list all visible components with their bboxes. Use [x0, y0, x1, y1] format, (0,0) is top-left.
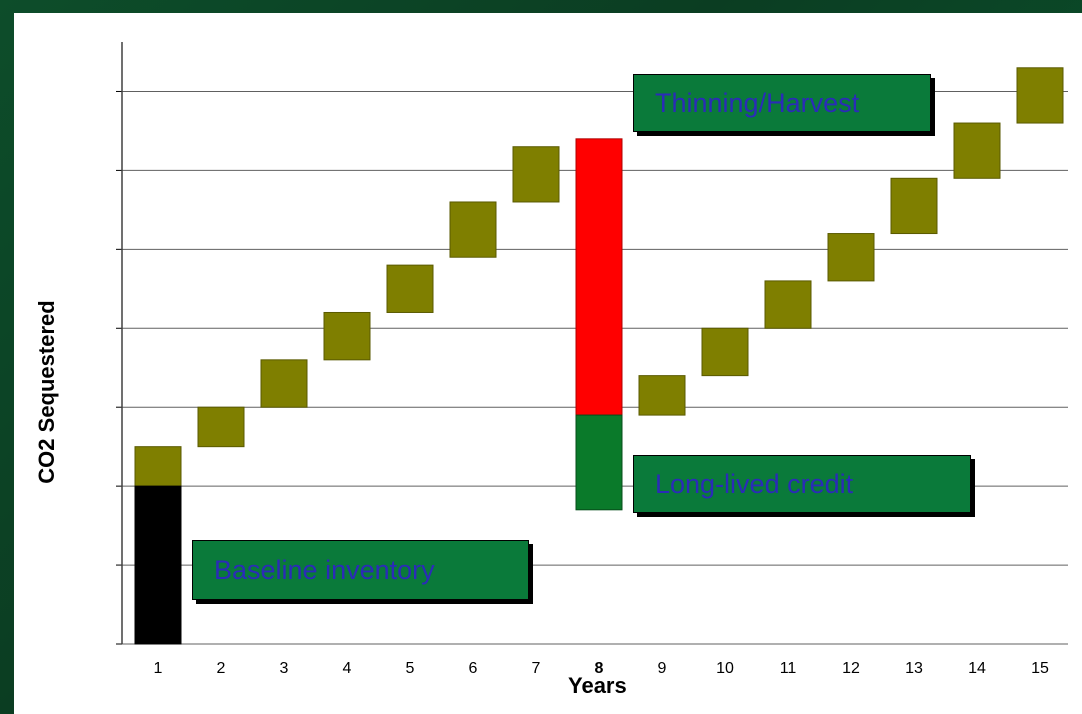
- bars: [134, 67, 1064, 645]
- annual-increment-bar-14: [953, 122, 1001, 179]
- thinning-harvest-bar: [575, 138, 623, 416]
- x-tick-label-12: 12: [842, 660, 860, 677]
- annual-increment-bar-7: [512, 146, 560, 203]
- annual-increment-bar-3: [260, 359, 308, 408]
- x-tick-label-2: 2: [217, 660, 226, 677]
- x-tick-label-7: 7: [532, 660, 541, 677]
- x-tick-label-9: 9: [658, 660, 667, 677]
- baseline-inventory-bar: [134, 485, 182, 645]
- x-tick-label-1: 1: [154, 660, 163, 677]
- annual-increment-bar-2: [197, 406, 245, 448]
- x-tick-label-6: 6: [469, 660, 478, 677]
- callout-baseline-inventory: Baseline inventory: [192, 540, 529, 600]
- annual-increment-bar-13: [890, 177, 938, 235]
- annual-increment-bar-4: [323, 311, 371, 361]
- x-tick-label-11: 11: [780, 660, 797, 677]
- annual-increment-bar-5: [386, 264, 434, 313]
- x-tick-label-3: 3: [280, 660, 289, 677]
- annual-increment-bar-15: [1016, 67, 1064, 124]
- annual-increment-bar-9: [638, 375, 686, 416]
- callout-thinning-harvest: Thinning/Harvest: [633, 74, 931, 132]
- x-tick-label-10: 10: [716, 660, 734, 677]
- x-tick-label-4: 4: [343, 660, 352, 677]
- callout-long-lived-credit: Long-lived credit: [633, 455, 971, 513]
- x-tick-labels: 1 2 3 4 5 6 7 8 9 10 11 12 13 14 15: [154, 660, 1049, 677]
- x-tick-label-15: 15: [1031, 660, 1049, 677]
- annual-increment-bar-11: [764, 280, 812, 329]
- x-tick-label-14: 14: [968, 660, 986, 677]
- x-tick-label-13: 13: [905, 660, 923, 677]
- annual-increment-bar-6: [449, 201, 497, 258]
- long-lived-credit-bar: [575, 414, 623, 511]
- annual-increment-bar-1: [134, 446, 182, 487]
- x-tick-label-8: 8: [595, 660, 604, 677]
- y-axis-label: CO2 Sequestered: [34, 300, 59, 484]
- annual-increment-bar-10: [701, 327, 749, 377]
- x-axis-label: Years: [568, 673, 627, 698]
- x-tick-label-5: 5: [406, 660, 415, 677]
- annual-increment-bar-12: [827, 233, 875, 282]
